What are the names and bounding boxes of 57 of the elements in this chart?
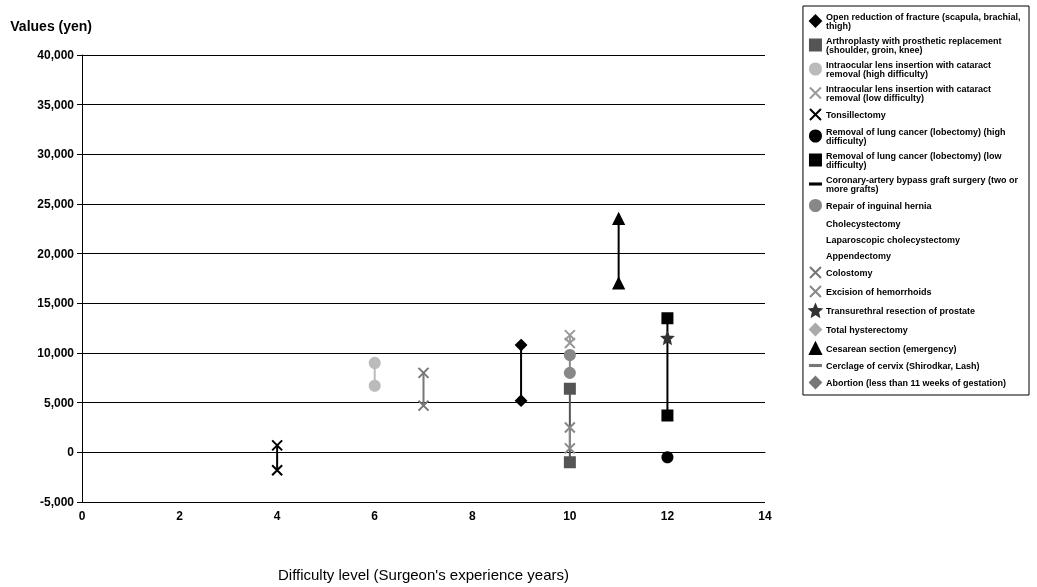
point (515, 339, 528, 352)
legend-label: Intraocular lens insertion with cataract removal (low difficulty) (825, 83, 994, 103)
point (563, 456, 576, 469)
legend-label: Cerclage of cervix (Shirodkar, Lash) (825, 360, 980, 371)
legend-label: Total hysterectomy (825, 324, 908, 335)
point (368, 379, 381, 392)
text: Appendectomy (825, 250, 891, 261)
legend-label: Removal of lung cancer (lobectomy) (high difficulty) (825, 126, 1008, 146)
legend-label: Colostomy (825, 267, 873, 278)
point (563, 382, 576, 395)
x-tick-label: 4 (273, 509, 281, 523)
legend-label: Excision of hemorrhoids (825, 286, 932, 297)
y-tick-label: 5,000 (43, 395, 75, 410)
point (563, 366, 576, 379)
point (563, 442, 576, 455)
point (417, 399, 430, 412)
point (661, 312, 674, 325)
y-axis-title: Values (yen) (10, 18, 92, 34)
y-tick-label: 35,000 (37, 97, 75, 112)
point (661, 332, 674, 345)
y-tick-label: 10,000 (37, 346, 75, 360)
y-tick-label: 30,000 (37, 147, 75, 162)
legend-label: Coronary-artery bypass graft surgery (two or more grafts) (825, 174, 1021, 194)
y-tick-label: 15,000 (37, 296, 75, 311)
y-tick-label: 40,000 (37, 48, 75, 62)
y-tick-label: 25,000 (37, 197, 75, 211)
y-tick-label: -5,000 (39, 495, 75, 509)
point (368, 356, 381, 369)
x-tick-label: 6 (371, 509, 379, 523)
x-tick-label: 2 (176, 509, 184, 523)
legend-label: Removal of lung cancer (lobectomy) (low difficulty) (825, 150, 1004, 170)
text: Cholecystectomy (825, 218, 901, 229)
legend-label: Cesarean section (emergency) (825, 343, 957, 354)
x-tick-label: 0 (78, 509, 86, 523)
legend-label: Arthroplasty with prosthetic replacement (shoulder, groin, knee) (825, 35, 1004, 55)
legend-label: Abortion (less than 11 weeks of gestation) (825, 377, 1006, 388)
point (661, 451, 674, 464)
legend-label: Open reduction of fracture (scapula, brachial, thigh) (825, 11, 1023, 31)
x-tick-label: 14 (758, 509, 772, 523)
legend-label: Transurethral resection of prostate (825, 305, 975, 316)
y-tick-label: 20,000 (37, 246, 75, 261)
y-tick-label: 0 (67, 445, 75, 460)
legend-label: Tonsillectomy (825, 109, 886, 120)
point (271, 464, 284, 477)
point (563, 421, 576, 434)
x-tick-label: 10 (563, 509, 577, 523)
legend-label: Repair of inguinal hernia (825, 200, 933, 211)
text: Laparoscopic cholecystectomy (825, 234, 961, 245)
x-axis-title: Difficulty level (Surgeon's experience years) (277, 566, 570, 583)
point (515, 394, 528, 407)
legend-label: Intraocular lens insertion with cataract removal (high difficulty) (825, 59, 994, 79)
point (417, 366, 430, 379)
x-tick-label: 8 (468, 509, 476, 523)
point (271, 439, 284, 452)
x-tick-label: 12 (660, 509, 675, 523)
point (661, 409, 674, 422)
point (563, 348, 576, 361)
